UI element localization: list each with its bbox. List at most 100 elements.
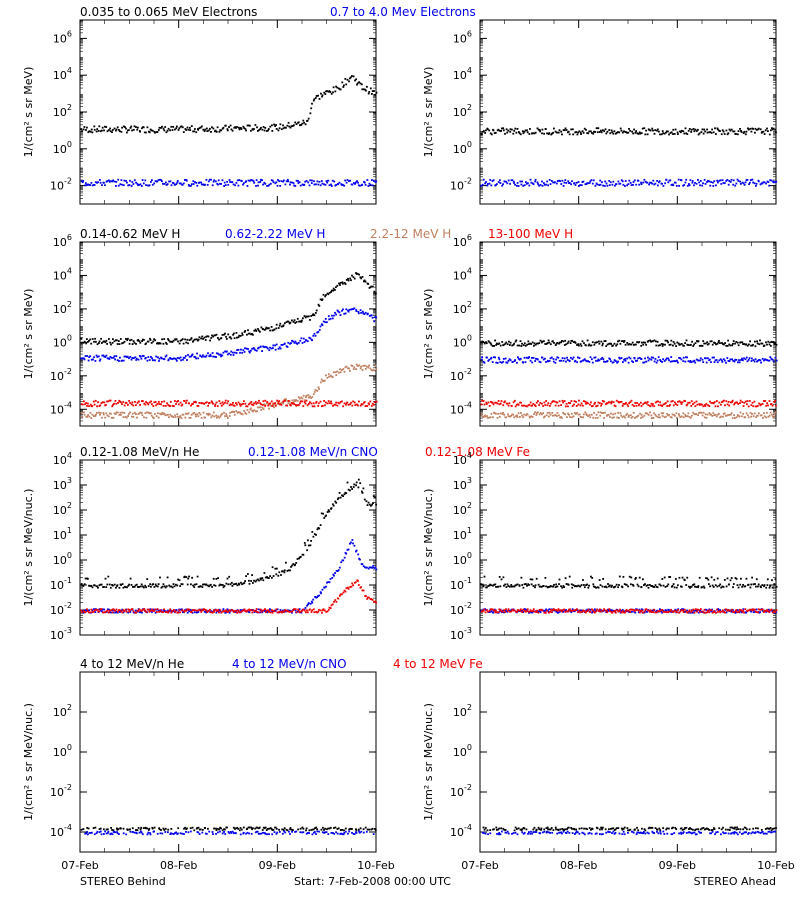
data-point: [142, 126, 145, 129]
data-point: [223, 585, 226, 587]
data-point: [283, 569, 286, 572]
data-point: [768, 414, 771, 417]
data-point: [88, 609, 90, 612]
data-point: [295, 179, 298, 182]
data-point: [269, 125, 272, 128]
data-point: [291, 611, 293, 614]
data-point: [207, 610, 210, 612]
data-point: [544, 343, 547, 345]
data-point: [356, 180, 358, 182]
data-point: [749, 127, 752, 130]
data-point: [543, 416, 545, 419]
data-point: [260, 578, 262, 581]
data-point: [601, 402, 603, 405]
data-point: [82, 180, 85, 182]
data-point: [519, 416, 521, 418]
data-point: [636, 341, 638, 343]
data-point: [713, 356, 715, 359]
data-point: [698, 345, 701, 347]
data-point: [318, 388, 320, 390]
data-point: [85, 402, 88, 404]
data-point: [271, 576, 273, 579]
data-point: [184, 179, 186, 181]
data-point: [121, 403, 123, 405]
data-point: [250, 401, 253, 403]
data-point: [184, 355, 187, 357]
data-point: [364, 367, 367, 370]
data-point: [650, 358, 653, 361]
data-point: [279, 123, 282, 126]
data-point: [370, 598, 373, 600]
data-point: [232, 354, 235, 356]
data-point: [302, 317, 304, 320]
data-point: [122, 359, 125, 362]
data-point: [227, 400, 229, 403]
data-point: [487, 417, 489, 419]
data-point: [176, 125, 178, 128]
data-point: [744, 400, 747, 403]
data-point: [565, 360, 567, 363]
data-point: [286, 346, 289, 348]
data-point: [635, 360, 637, 362]
data-point: [138, 586, 140, 588]
data-point: [289, 181, 292, 184]
data-point: [235, 410, 238, 412]
data-point: [547, 133, 550, 135]
data-point: [137, 184, 139, 187]
data-point: [514, 127, 517, 130]
data-point: [91, 131, 94, 134]
data-point: [130, 584, 133, 586]
data-point: [720, 133, 723, 136]
data-point: [358, 364, 361, 367]
data-point: [737, 403, 740, 405]
data-point: [511, 361, 514, 363]
data-point: [697, 133, 700, 136]
data-point: [133, 341, 136, 344]
data-point: [676, 131, 679, 134]
data-point: [162, 127, 165, 130]
data-point: [152, 405, 155, 407]
data-point: [526, 413, 529, 416]
data-point: [678, 185, 680, 187]
data-point: [215, 401, 218, 404]
data-point: [173, 585, 176, 588]
data-point: [367, 596, 369, 599]
data-point: [131, 129, 133, 132]
data-point: [539, 361, 542, 364]
data-point: [662, 185, 665, 187]
data-point: [628, 402, 630, 405]
data-point: [343, 184, 346, 187]
data-point: [275, 124, 277, 126]
data-point: [650, 402, 653, 405]
data-point: [589, 356, 592, 359]
data-point: [746, 414, 749, 417]
data-point: [218, 400, 221, 402]
data-point: [321, 588, 324, 591]
data-point: [248, 582, 251, 585]
data-point: [209, 353, 212, 356]
data-point: [363, 88, 365, 91]
data-point: [130, 358, 133, 361]
data-point: [80, 337, 83, 340]
data-point: [716, 127, 719, 130]
data-point: [680, 358, 683, 361]
data-point: [345, 365, 348, 368]
data-point: [708, 131, 711, 134]
data-point: [322, 404, 324, 407]
data-point: [733, 403, 736, 406]
data-point: [770, 357, 773, 360]
data-point: [746, 403, 748, 406]
data-point: [630, 416, 633, 419]
data-point: [584, 183, 587, 186]
data-point: [339, 88, 342, 91]
data-point: [238, 128, 241, 131]
data-point: [685, 132, 688, 135]
data-point: [592, 132, 595, 135]
data-point: [718, 401, 721, 404]
data-point: [357, 404, 359, 407]
data-point: [267, 128, 270, 130]
data-point: [145, 611, 148, 614]
data-point: [137, 126, 139, 129]
data-point: [151, 179, 153, 181]
data-point: [289, 126, 292, 129]
